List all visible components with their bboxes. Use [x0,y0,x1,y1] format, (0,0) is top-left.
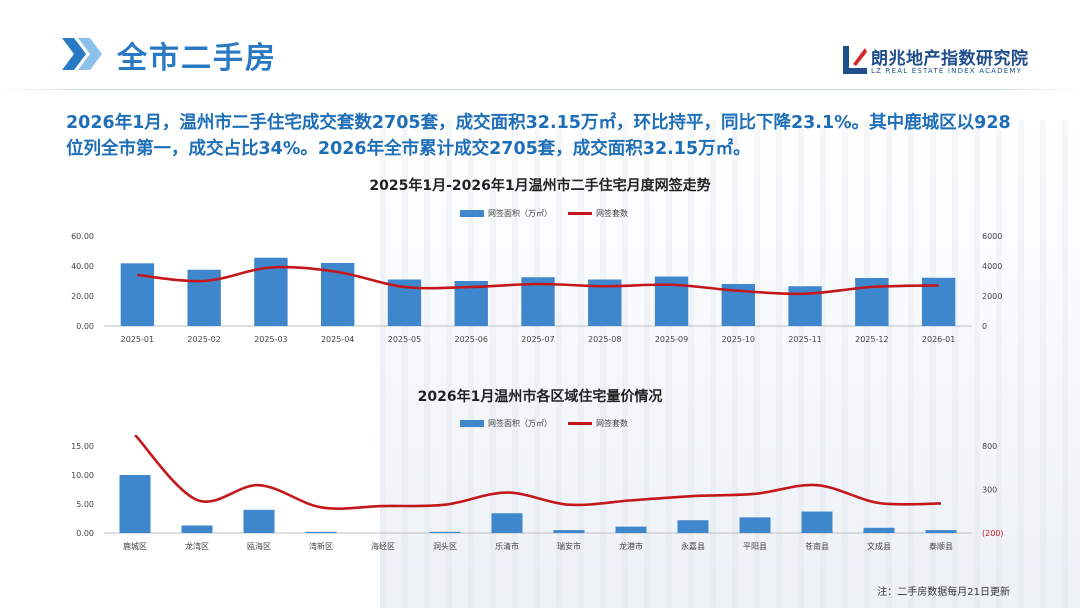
chart1-right-tick: 6000 [982,232,1002,241]
logo-mark-icon [843,46,867,74]
chevron-right-icon [62,38,102,70]
chart2-category-label: 龙湾区 [185,541,209,551]
chart1-category-label: 2025-08 [588,335,621,344]
chart2-legend-bar-label: 网签面积（万㎡） [488,419,552,428]
chart2-legend: 网签面积（万㎡） 网签套数 [0,418,1080,432]
legend-bar-swatch [460,420,484,427]
chart2-bar [863,527,895,533]
chart2-left-tick: 5.00 [76,500,94,509]
footnote: 注：二手房数据每月21日更新 [877,587,1010,598]
chart2-category-label: 湾新区 [309,541,333,551]
chart2-left-tick: 0.00 [76,529,94,538]
chart2-bar [429,531,461,533]
chart1-category-label: 2025-02 [187,335,220,344]
chart1-right-tick: 0 [982,322,987,331]
chart1-plot: 0.00 20.00 40.00 60.00 0 2000 4000 6000 2025-01 2… [71,232,1002,344]
chart1-category-label: 2025-07 [521,335,554,344]
chart2-category-label: 乐清市 [495,541,519,551]
legend-bar-swatch [460,210,484,217]
chart2-line-series [134,435,942,510]
chart1-legend-line-label: 网签套数 [596,209,628,218]
chart2-plot: 0.00 5.00 10.00 15.00 (200) 300 800 鹿城区 龙湾区 瓯海区 湾新… [71,435,1004,551]
chart1-right-tick: 2000 [982,292,1002,301]
chart2-bar [615,526,647,533]
chart2-right-tick: 800 [982,442,997,451]
logo-subtitle: LZ REAL ESTATE INDEX ACADEMY [871,67,1023,75]
page-title: 全市二手房 [117,41,277,76]
chart1-category-label: 2025-06 [455,335,488,344]
chart1-category-label: 2025-03 [254,335,287,344]
chart1-category-label: 2025-04 [321,335,354,344]
chart1-category-label: 2025-12 [855,335,888,344]
chart2-category-label: 永嘉县 [681,541,705,551]
logo-name: 朗兆地产指数研究院 [871,49,1029,69]
header: 全市二手房 朗兆地产指数研究院 LZ REAL ESTATE INDEX ACA… [0,0,1080,95]
chart1-legend-bar-label: 网签面积（万㎡） [488,209,552,218]
chart2-legend-line-label: 网签套数 [596,419,628,428]
header-divider [0,89,1080,90]
chart1-left-tick: 60.00 [71,232,94,241]
chart2-left-tick: 10.00 [71,471,94,480]
chart2-category-label: 龙港市 [619,541,643,551]
chart2-category-label: 泰顺县 [929,541,953,551]
chart1-legend-bar: 网签面积（万㎡） [460,208,552,219]
chart2-category-label: 文成县 [867,541,891,551]
chart2-bar [119,475,151,533]
chart2-bar [243,509,275,533]
chart1-category-label: 2025-10 [722,335,755,344]
chart1-title: 2025年1月-2026年1月温州市二手住宅月度网签走势 [369,178,711,194]
chart1-legend: 网签面积（万㎡） 网签套数 [0,208,1080,222]
chart1-category-label: 2026-01 [922,335,955,344]
chart2-category-label: 海经区 [371,541,395,551]
chart1-category-label: 2025-09 [655,335,688,344]
chart2-bar [305,531,337,533]
chart2-legend-line: 网签套数 [568,418,628,429]
chart2-category-label: 瑞安市 [557,541,581,551]
chart1-legend-line: 网签套数 [568,208,628,219]
logo: 朗兆地产指数研究院 LZ REAL ESTATE INDEX ACADEMY [843,44,1033,78]
chart2-title: 2026年1月温州市各区域住宅量价情况 [417,389,663,405]
chart2-category-label: 平阳县 [743,542,767,551]
legend-line-swatch [568,422,592,425]
chart2-bar [801,511,833,533]
legend-line-swatch [568,212,592,215]
chart2-bar [739,517,771,533]
chart1-line-series [137,265,939,296]
chart1-left-tick: 0.00 [76,322,94,331]
chart1-category-label: 2025-01 [121,335,154,344]
chart1-bar [120,263,155,326]
chart1-left-tick: 40.00 [71,262,94,271]
chart2-right-tick: (200) [982,529,1004,538]
chart2-category-label: 苍南县 [805,541,829,551]
chart1-left-tick: 20.00 [71,292,94,301]
chart2-bar [553,530,585,533]
chart1-category-label: 2025-11 [788,335,821,344]
chart2-right-tick: 300 [982,486,997,495]
chart2-bar [491,513,523,533]
chart2-left-tick: 15.00 [71,442,94,451]
chart2-bar [925,530,957,533]
summary-text: 2026年1月，温州市二手住宅成交套数2705套，成交面积32.15万㎡，环比持… [66,113,1011,159]
chart2-bar [181,525,213,533]
chart2-category-label: 洞头区 [433,541,457,551]
chart2-category-label: 瓯海区 [247,541,271,551]
chart2-bar [677,520,709,533]
chart2-category-label: 鹿城区 [123,541,147,551]
chart1-right-tick: 4000 [982,262,1002,271]
chart2-legend-bar: 网签面积（万㎡） [460,418,552,429]
chart1-category-label: 2025-05 [388,335,421,344]
